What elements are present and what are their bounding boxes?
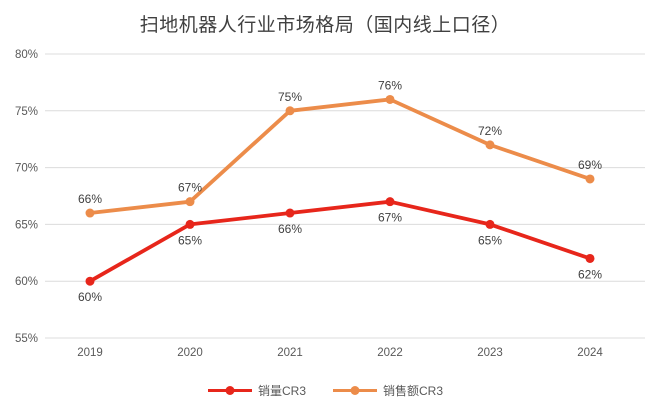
data-point-marker-sales-volume-cr3: [485, 219, 495, 229]
data-label-sales-value-cr3: 66%: [78, 192, 102, 206]
data-label-sales-volume-cr3: 65%: [478, 233, 502, 247]
data-point-marker-sales-value-cr3: [485, 140, 495, 150]
y-axis-tick-label: 55%: [15, 333, 38, 345]
x-axis-tick-label: 2024: [577, 347, 603, 359]
legend: 销量CR3 销售额CR3: [0, 382, 650, 399]
legend-dot: [350, 386, 360, 395]
data-point-marker-sales-value-cr3: [85, 208, 95, 218]
legend-label-sales-volume-cr3: 销量CR3: [257, 384, 306, 398]
y-axis-tick-label: 80%: [15, 49, 38, 61]
legend-marker-line-dot-icon: [207, 386, 252, 395]
data-point-marker-sales-volume-cr3: [85, 276, 95, 286]
data-point-marker-sales-volume-cr3: [185, 219, 195, 229]
y-axis-tick-label: 75%: [15, 106, 38, 118]
data-label-sales-volume-cr3: 62%: [578, 267, 602, 281]
x-axis-tick-label: 2019: [77, 347, 103, 359]
data-point-marker-sales-volume-cr3: [585, 253, 595, 263]
x-axis-tick-label: 2023: [477, 347, 503, 359]
legend-item-sales-value-cr3[interactable]: 销售额CR3: [332, 382, 443, 399]
y-axis-tick-label: 70%: [15, 163, 38, 175]
data-label-sales-value-cr3: 72%: [478, 124, 502, 138]
x-axis-tick-label: 2022: [377, 347, 403, 359]
data-point-marker-sales-value-cr3: [585, 174, 595, 184]
legend-label-sales-value-cr3: 销售额CR3: [383, 384, 444, 398]
y-axis-tick-label: 65%: [15, 219, 38, 231]
data-point-marker-sales-value-cr3: [285, 106, 295, 116]
y-axis-tick-label: 60%: [15, 276, 38, 288]
x-axis-tick-label: 2021: [277, 347, 303, 359]
data-label-sales-value-cr3: 67%: [178, 181, 202, 195]
legend-dot: [225, 386, 235, 395]
series-line-sales-volume-cr3: [88, 199, 592, 284]
data-label-sales-value-cr3: 69%: [578, 158, 602, 172]
data-point-marker-sales-volume-cr3: [385, 197, 395, 207]
data-label-sales-volume-cr3: 67%: [378, 211, 402, 225]
data-label-sales-volume-cr3: 60%: [78, 290, 102, 304]
legend-marker-line-dot-icon: [333, 386, 377, 395]
x-axis-tick-label: 2020: [177, 347, 203, 359]
chart-title: 扫地机器人行业市场格局（国内线上口径）: [139, 15, 511, 36]
series-line-sales-value-cr3: [88, 97, 592, 215]
data-point-marker-sales-value-cr3: [385, 94, 395, 104]
data-point-marker-sales-volume-cr3: [285, 208, 295, 218]
data-point-marker-sales-value-cr3: [185, 197, 195, 207]
legend-item-sales-volume-cr3[interactable]: 销量CR3: [207, 382, 306, 399]
data-label-sales-value-cr3: 75%: [278, 90, 302, 104]
data-label-sales-volume-cr3: 65%: [178, 233, 202, 247]
data-label-sales-volume-cr3: 66%: [278, 222, 302, 236]
data-label-sales-value-cr3: 76%: [378, 78, 402, 92]
